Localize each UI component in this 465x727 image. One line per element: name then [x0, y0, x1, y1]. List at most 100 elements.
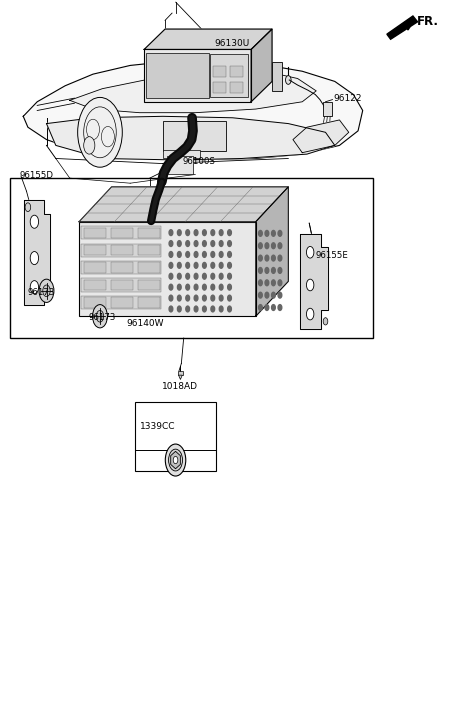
Circle shape	[228, 241, 232, 246]
Circle shape	[194, 284, 198, 290]
Circle shape	[211, 306, 215, 312]
Bar	[138, 245, 160, 255]
Circle shape	[259, 292, 262, 298]
Circle shape	[169, 230, 173, 236]
Circle shape	[278, 305, 282, 310]
Circle shape	[203, 306, 206, 312]
Circle shape	[259, 255, 262, 261]
Circle shape	[78, 97, 122, 167]
Circle shape	[278, 230, 282, 236]
Circle shape	[272, 292, 275, 298]
Polygon shape	[70, 69, 316, 113]
Circle shape	[219, 273, 223, 279]
Bar	[81, 261, 161, 274]
Circle shape	[194, 306, 198, 312]
Text: 1339CC: 1339CC	[140, 422, 175, 430]
Circle shape	[219, 306, 223, 312]
Circle shape	[186, 284, 190, 290]
Circle shape	[259, 280, 262, 286]
Circle shape	[259, 268, 262, 273]
Circle shape	[30, 215, 39, 228]
Polygon shape	[46, 116, 335, 160]
Circle shape	[194, 262, 198, 268]
Circle shape	[178, 295, 181, 301]
Circle shape	[30, 281, 39, 294]
Circle shape	[265, 230, 269, 236]
Circle shape	[219, 295, 223, 301]
Circle shape	[228, 295, 232, 301]
Circle shape	[84, 137, 95, 154]
Circle shape	[186, 252, 190, 257]
Bar	[213, 66, 226, 77]
Circle shape	[228, 230, 232, 236]
Text: 1018AD: 1018AD	[162, 382, 198, 391]
Circle shape	[228, 252, 232, 257]
Bar	[323, 102, 332, 116]
Text: 96155D: 96155D	[20, 172, 53, 180]
Text: 96130U: 96130U	[214, 39, 249, 48]
Bar	[81, 226, 161, 239]
Bar	[138, 262, 160, 273]
Text: 96173: 96173	[28, 288, 55, 297]
Text: FR.: FR.	[417, 15, 438, 28]
Circle shape	[169, 252, 173, 257]
Polygon shape	[171, 451, 180, 469]
Bar	[144, 49, 251, 102]
Bar	[84, 245, 106, 255]
Circle shape	[96, 310, 104, 322]
Circle shape	[203, 230, 206, 236]
Circle shape	[203, 295, 206, 301]
Bar	[163, 150, 200, 158]
Circle shape	[265, 305, 269, 310]
Circle shape	[228, 284, 232, 290]
Bar	[230, 82, 243, 93]
Circle shape	[165, 444, 186, 476]
Text: 96122: 96122	[333, 94, 361, 103]
Bar	[79, 222, 256, 316]
Bar	[10, 178, 373, 338]
Circle shape	[272, 280, 275, 286]
Circle shape	[178, 284, 181, 290]
Polygon shape	[256, 187, 288, 316]
Polygon shape	[24, 200, 50, 305]
Polygon shape	[23, 60, 363, 160]
Text: 96155E: 96155E	[315, 252, 348, 260]
Circle shape	[211, 262, 215, 268]
Circle shape	[178, 230, 181, 236]
Circle shape	[272, 305, 275, 310]
Circle shape	[278, 268, 282, 273]
Circle shape	[219, 230, 223, 236]
Bar	[135, 402, 216, 471]
Bar	[111, 262, 133, 273]
Circle shape	[219, 252, 223, 257]
Circle shape	[265, 243, 269, 249]
Bar	[211, 54, 248, 97]
Circle shape	[43, 285, 50, 297]
Circle shape	[306, 308, 314, 320]
Circle shape	[219, 284, 223, 290]
Bar	[84, 262, 106, 273]
Circle shape	[194, 252, 198, 257]
Circle shape	[278, 292, 282, 298]
Polygon shape	[300, 234, 328, 329]
Circle shape	[178, 273, 181, 279]
Bar	[138, 280, 160, 290]
Circle shape	[169, 284, 173, 290]
Bar	[84, 280, 106, 290]
Circle shape	[186, 230, 190, 236]
Circle shape	[178, 306, 181, 312]
Polygon shape	[179, 375, 182, 379]
Bar	[146, 53, 208, 98]
Bar	[178, 371, 183, 375]
Bar	[111, 228, 133, 238]
Circle shape	[286, 76, 291, 84]
Circle shape	[228, 306, 232, 312]
Circle shape	[265, 255, 269, 261]
Bar	[272, 62, 282, 91]
Circle shape	[186, 273, 190, 279]
Circle shape	[203, 284, 206, 290]
Circle shape	[265, 280, 269, 286]
Circle shape	[203, 241, 206, 246]
Polygon shape	[144, 29, 272, 49]
Circle shape	[211, 252, 215, 257]
